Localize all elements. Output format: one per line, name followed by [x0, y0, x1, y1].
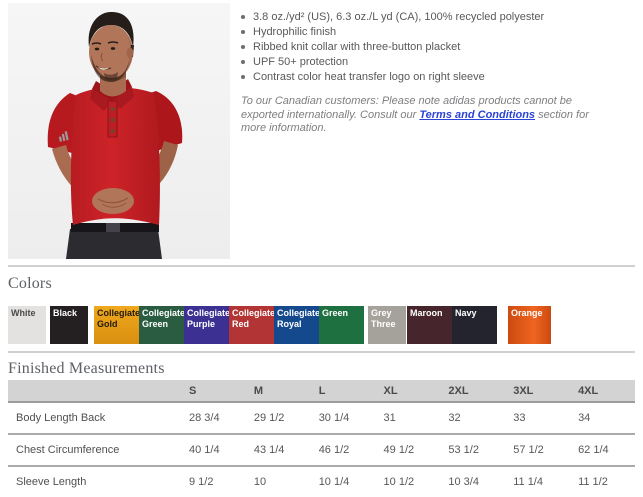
hair: [88, 11, 134, 47]
button: [110, 107, 115, 111]
product-details: 3.8 oz./yd² (US), 6.3 oz./L yd (CA), 100…: [240, 3, 635, 259]
face-shading: [126, 33, 132, 73]
product-bullet: UPF 50+ protection: [240, 55, 635, 70]
canadian-customers-note: To our Canadian customers: Please note a…: [241, 95, 601, 136]
size-column-header: XL: [375, 380, 441, 403]
color-swatch-collegiate-royal[interactable]: Collegiate Royal: [274, 306, 319, 344]
section-divider: [8, 351, 635, 353]
measurement-value: 57 1/2: [505, 434, 571, 467]
note-prefix: To our Canadian customers: Please note a…: [241, 95, 573, 121]
size-column-header: 2XL: [440, 380, 506, 403]
ear: [126, 47, 134, 59]
button: [110, 118, 115, 122]
measurement-value: 10 3/4: [448, 476, 479, 488]
measurements-table: S M L XL 2XL 3XL 4XL Body Length Back 28 3/4 29 …: [8, 380, 635, 497]
measurement-value: 10: [253, 476, 267, 488]
measurement-value: 62 1/4: [570, 434, 635, 467]
measurements-table-head: S M L XL 2XL 3XL 4XL: [8, 380, 635, 403]
color-swatch-row: White Black Collegiate Gold Collegiate Gree…: [8, 306, 635, 344]
finger-lines: [97, 197, 129, 204]
measurement-value: 11 1/2: [578, 476, 608, 488]
measurement-row-chest-circumference: Chest Circumference 40 1/4 43 1/4 46 1/2 49 …: [8, 434, 635, 467]
teeth: [98, 67, 109, 70]
measurement-value: 53 1/2: [440, 434, 506, 467]
product-top-section: 3.8 oz./yd² (US), 6.3 oz./L yd (CA), 100…: [8, 3, 635, 259]
eyebrow: [91, 42, 102, 45]
size-column-header: S: [181, 380, 246, 403]
size-column-header: L: [310, 380, 376, 403]
measurement-value: 31: [375, 402, 441, 435]
measurement-label-header: [8, 380, 181, 403]
section-divider: [8, 265, 635, 267]
color-swatch-maroon[interactable]: Maroon: [407, 306, 452, 344]
measurement-value: 29 1/2: [245, 402, 311, 435]
eye: [110, 47, 116, 50]
finger-lines: [101, 202, 127, 208]
left-sleeve: [47, 93, 80, 155]
measurement-value: 40 1/4: [181, 434, 246, 467]
product-bullet: Contrast color heat transfer logo on rig…: [240, 70, 635, 85]
pants: [66, 225, 162, 259]
measurement-row-label: Body Length Back: [8, 402, 181, 435]
product-bullet: 3.8 oz./yd² (US), 6.3 oz./L yd (CA), 100…: [240, 10, 635, 25]
measurement-value: 49 1/2: [375, 434, 441, 467]
measurement-value: 30 1/4: [310, 402, 376, 435]
clasped-hands: [92, 188, 134, 214]
measurement-value: 43 1/4: [245, 434, 311, 467]
color-swatch-orange[interactable]: Orange: [508, 306, 551, 344]
color-swatch-collegiate-purple[interactable]: Collegiate Purple: [184, 306, 229, 344]
belt-buckle: [106, 223, 120, 232]
product-bullets: 3.8 oz./yd² (US), 6.3 oz./L yd (CA), 100…: [240, 10, 635, 85]
finished-measurements-heading: Finished Measurements: [8, 360, 165, 377]
size-column-header: 4XL: [570, 380, 635, 403]
adidas-logo-icon: [58, 131, 69, 142]
measurement-value: 10 1/4: [318, 476, 350, 488]
head: [89, 25, 133, 79]
measurement-row-label: Sleeve Length: [16, 476, 87, 488]
measurement-value: 11 1/4: [513, 476, 543, 488]
measurement-value: 10 1/2: [383, 476, 415, 488]
measurement-value: 9 1/2: [189, 476, 214, 488]
color-swatch-green[interactable]: Green: [319, 306, 364, 344]
color-swatch-white[interactable]: White: [8, 306, 46, 344]
button: [110, 129, 115, 133]
color-swatch-collegiate-gold[interactable]: Collegiate Gold: [94, 306, 139, 344]
measurement-value: 46 1/2: [310, 434, 376, 467]
eyebrow: [107, 41, 119, 44]
size-column-header: 3XL: [505, 380, 571, 403]
size-column-header: M: [245, 380, 311, 403]
measurement-row-body-length-back: Body Length Back 28 3/4 29 1/2 30 1/4 31 32 33…: [8, 402, 635, 435]
polo-torso: [70, 87, 160, 225]
model-image: [8, 3, 230, 259]
eye: [94, 47, 100, 51]
color-swatch-grey-three[interactable]: Grey Three: [368, 306, 406, 344]
note-suffix: section for more information.: [241, 108, 589, 135]
product-bullet: Ribbed knit collar with three-button pla…: [240, 40, 635, 55]
terms-and-conditions-link[interactable]: Terms and Conditions: [419, 108, 536, 121]
measurement-value: 28 3/4: [181, 402, 246, 435]
color-swatch-black[interactable]: Black: [50, 306, 88, 344]
measurements-table-body: Body Length Back 28 3/4 29 1/2 30 1/4 31 32 33…: [8, 402, 635, 497]
measurement-value: 34: [570, 402, 635, 435]
colors-heading: Colors: [8, 275, 52, 292]
color-swatch-collegiate-green[interactable]: Collegiate Green: [139, 306, 184, 344]
product-bullet: Hydrophilic finish: [240, 25, 635, 40]
size-header-row: S M L XL 2XL 3XL 4XL: [8, 380, 635, 403]
color-swatch-navy[interactable]: Navy: [452, 306, 497, 344]
measurement-row-sleeve-length: Sleeve Length 9 1/2 10 10 1/4 10 1/2 10 3/4 11…: [8, 466, 635, 497]
collar-flap-left: [90, 89, 112, 111]
measurement-value: 33: [505, 402, 571, 435]
goatee: [104, 72, 118, 80]
color-swatch-collegiate-red[interactable]: Collegiate Red: [229, 306, 274, 344]
measurement-row-label: Chest Circumference: [8, 434, 181, 467]
nose: [100, 52, 104, 62]
beard: [91, 55, 130, 82]
product-photo[interactable]: [8, 3, 230, 259]
measurement-value: 32: [440, 402, 506, 435]
